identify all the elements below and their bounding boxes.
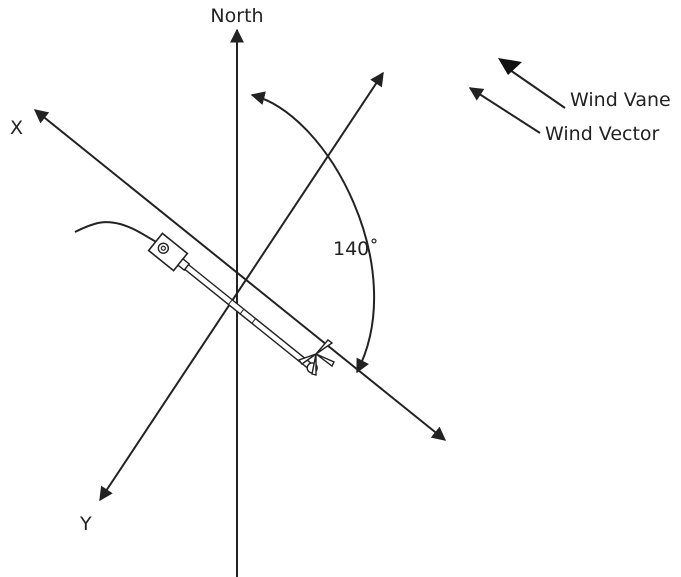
wind-vector-label: Wind Vector — [545, 123, 660, 145]
wind-vane-head — [498, 58, 522, 75]
propeller — [297, 339, 335, 376]
sensor — [147, 232, 318, 374]
y-label: Y — [79, 513, 92, 535]
wind-vane-label: Wind Vane — [570, 89, 671, 111]
wind-vector-arrow — [468, 87, 541, 134]
x-axis — [33, 109, 447, 441]
angle-arc — [250, 91, 375, 374]
y-axis — [99, 71, 384, 502]
north-label: North — [210, 5, 263, 27]
cable — [74, 221, 161, 245]
x-label: X — [10, 117, 23, 139]
wind-vane-line — [509, 69, 566, 109]
angle-label: 140˚ — [333, 238, 379, 260]
